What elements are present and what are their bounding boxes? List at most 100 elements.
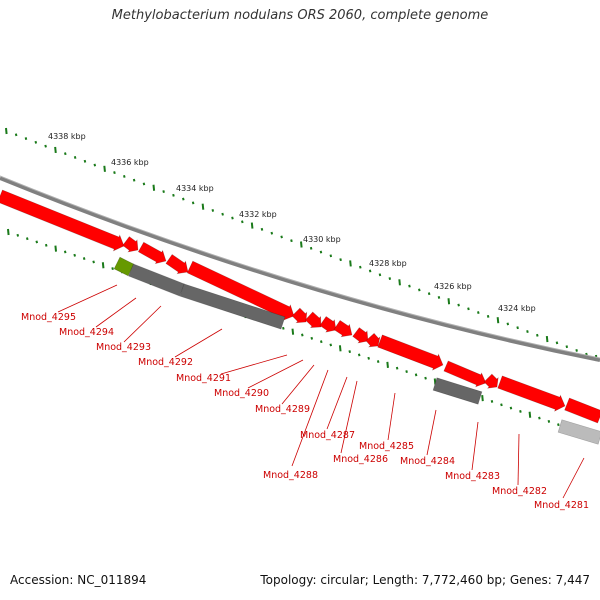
scale-tick [93, 163, 97, 167]
scale-label: 4338 kbp [48, 132, 86, 141]
scale-tick [231, 216, 234, 220]
scale-tick [386, 361, 389, 369]
gene-feature [483, 373, 499, 389]
scale-tick [467, 307, 470, 311]
scale-tick [388, 277, 392, 280]
gene-feature [443, 360, 487, 388]
scale-tick [405, 370, 408, 373]
scale-tick [437, 296, 441, 299]
gene-feature [179, 283, 286, 330]
gene-feature [377, 334, 444, 371]
gene-feature [564, 397, 600, 424]
scale-tick [24, 137, 28, 141]
scale-tick [408, 284, 411, 288]
scale-tick [35, 240, 39, 244]
scale-tick [536, 333, 539, 337]
gene-feature [304, 311, 322, 328]
scale-tick [349, 260, 352, 267]
scale-tick [555, 341, 559, 345]
scale-tick [172, 193, 175, 197]
leader-line [471, 421, 479, 471]
scale-tick [113, 171, 116, 175]
gene-label: Mnod_4292 [138, 357, 193, 368]
scale-tick [291, 328, 295, 335]
scale-tick [481, 395, 484, 402]
scale-tick [14, 133, 18, 137]
outer-scale-ticks [5, 127, 598, 362]
scale-label: 4326 kbp [434, 282, 472, 291]
genome-backbone [0, 176, 600, 362]
leader-line [291, 369, 329, 467]
leader-line [174, 328, 223, 358]
scale-tick [496, 317, 500, 324]
gene-label: Mnod_4285 [359, 441, 414, 452]
gene-feature [352, 327, 369, 344]
scale-label: 4328 kbp [369, 259, 407, 268]
scale-tick [486, 314, 490, 318]
scale-tick [282, 326, 285, 330]
scale-tick [301, 333, 304, 337]
scale-tick [367, 356, 370, 360]
scale-tick [329, 254, 333, 258]
scale-tick [319, 340, 323, 344]
gene-label: Mnod_4281 [534, 500, 589, 511]
scale-tick [427, 292, 431, 296]
gene-label: Mnod_4287 [300, 430, 355, 441]
scale-tick [44, 243, 48, 247]
scale-tick [506, 322, 510, 326]
scale-tick [414, 373, 418, 377]
gene-feature [365, 332, 381, 348]
scale-label: 4332 kbp [239, 210, 277, 219]
topology-text: Topology: circular; Length: 7,772,460 bp… [260, 573, 590, 587]
gene-feature [557, 419, 600, 445]
scale-tick [457, 303, 460, 307]
scale-tick [516, 326, 519, 330]
scale-tick [490, 400, 494, 403]
gene-label: Mnod_4291 [176, 373, 231, 384]
scale-tick [424, 376, 427, 380]
gene-label: Mnod_4288 [263, 470, 318, 481]
gene-label: Mnod_4290 [214, 388, 269, 399]
scale-tick [201, 203, 205, 210]
scale-tick [182, 197, 185, 201]
scale-tick [557, 423, 560, 427]
scale-tick [290, 239, 293, 243]
scale-tick [241, 220, 244, 224]
scale-tick [359, 265, 362, 269]
scale-tick [7, 228, 10, 236]
scale-label: 4330 kbp [303, 235, 341, 244]
scale-tick [44, 144, 47, 148]
gene-feature [291, 307, 308, 324]
scale-tick [339, 258, 342, 262]
scale-tick [509, 406, 513, 410]
leader-line [387, 392, 396, 441]
scale-tick [477, 311, 480, 315]
scale-tick [64, 152, 67, 156]
accession-text: Accession: NC_011894 [10, 573, 147, 587]
leader-line [426, 409, 437, 456]
scale-tick [132, 178, 136, 182]
scale-tick [280, 235, 283, 239]
scale-tick [310, 336, 314, 340]
scale-tick [526, 330, 529, 333]
leader-line [123, 305, 162, 343]
leader-line [326, 376, 348, 430]
scale-tick [63, 250, 67, 254]
leader-line [247, 359, 304, 389]
scale-tick [73, 156, 77, 159]
scale-tick [338, 345, 342, 352]
scale-labels: 4338 kbp 4336 kbp 4334 kbp 4332 kbp 4330 kbp… [48, 132, 536, 313]
scale-tick [300, 241, 303, 248]
scale-tick [250, 222, 254, 229]
scale-tick [575, 348, 578, 352]
scale-tick [54, 146, 57, 154]
scale-tick [447, 298, 451, 305]
scale-tick [260, 227, 264, 231]
scale-tick [270, 231, 274, 235]
leader-line [281, 364, 315, 405]
scale-tick [348, 350, 351, 354]
scale-tick [73, 253, 76, 257]
gene-label: Mnod_4289 [255, 404, 310, 415]
scale-tick [191, 201, 195, 205]
